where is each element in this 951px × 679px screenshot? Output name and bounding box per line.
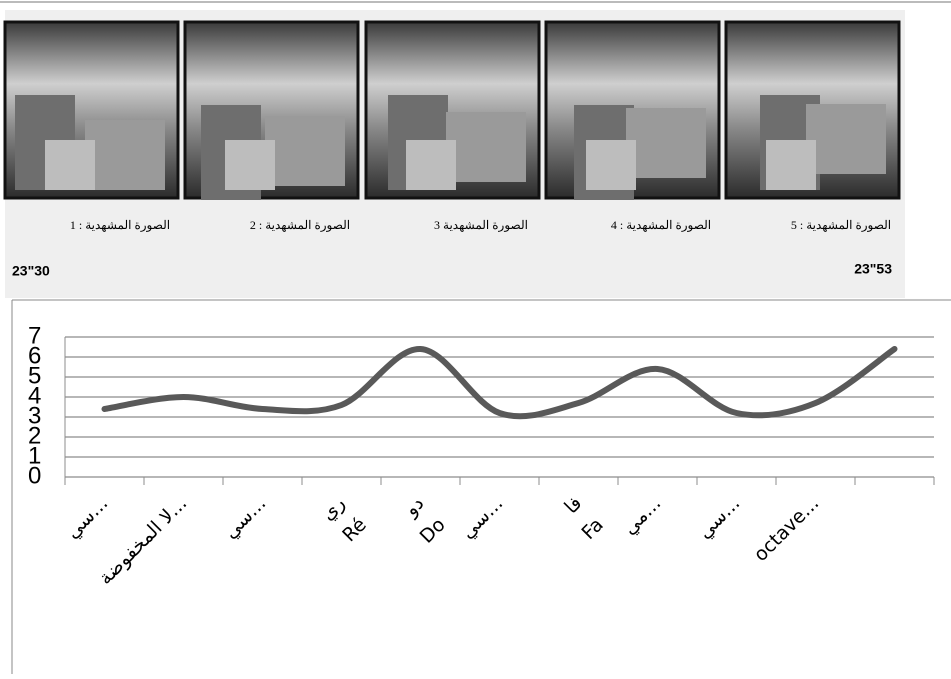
frame-building	[586, 140, 636, 190]
frame-building	[446, 112, 526, 182]
x-tick-label: دوDo	[394, 492, 450, 548]
x-tick-label: سي...	[219, 492, 270, 543]
time-start: 23"30	[12, 263, 50, 279]
x-tick-label-line: octave...	[749, 492, 823, 566]
x-tick-label: سي...	[456, 492, 507, 543]
x-tick-label-line: سي...	[456, 492, 507, 543]
frame-caption: الصورة المشهدية : 5	[791, 218, 891, 232]
x-tick-label-line: Fa	[577, 513, 607, 543]
x-tick-label-line: مي...	[618, 492, 665, 539]
screen: الصورة المشهدية : 1 الصورة المشهدية : 2 ال…	[0, 0, 951, 674]
frame-building	[406, 140, 456, 190]
frame-building	[45, 140, 95, 190]
x-tick-label: سي...	[61, 492, 112, 543]
x-tick-label: octave...	[749, 492, 823, 566]
frame-building	[265, 116, 345, 186]
x-tick-label-line: Ré	[338, 513, 371, 546]
frame-building	[766, 140, 816, 190]
x-tick-label: ريRé	[316, 492, 370, 546]
x-tick-label-line: سي...	[61, 492, 112, 543]
frame-building	[626, 108, 706, 178]
x-tick-label-line: دو	[399, 492, 428, 521]
frame-building	[806, 104, 886, 174]
x-tick-label-line: ري	[316, 492, 349, 525]
x-tick-label-line: سي...	[219, 492, 270, 543]
x-tick-label-line: Do	[415, 513, 449, 547]
frame-caption: الصورة المشهدية : 4	[611, 218, 711, 232]
y-tick-label: 7	[28, 322, 41, 349]
x-tick-label: مي...	[618, 492, 665, 539]
page: الصورة المشهدية : 1 الصورة المشهدية : 2 ال…	[0, 0, 951, 674]
x-tick-label-line: سي...	[693, 492, 744, 543]
series-line	[105, 349, 895, 416]
frame-caption: الصورة المشهدية : 2	[250, 218, 350, 232]
time-end: 23"53	[854, 261, 892, 277]
x-tick-label: فاFa	[556, 492, 608, 544]
x-tick-label: سي...	[693, 492, 744, 543]
frame-caption: الصورة المشهدية 3	[434, 218, 528, 232]
x-tick-label-line: فا	[560, 492, 586, 518]
frame-building	[85, 120, 165, 190]
frame-building	[225, 140, 275, 190]
frame-caption: الصورة المشهدية : 1	[70, 218, 170, 232]
